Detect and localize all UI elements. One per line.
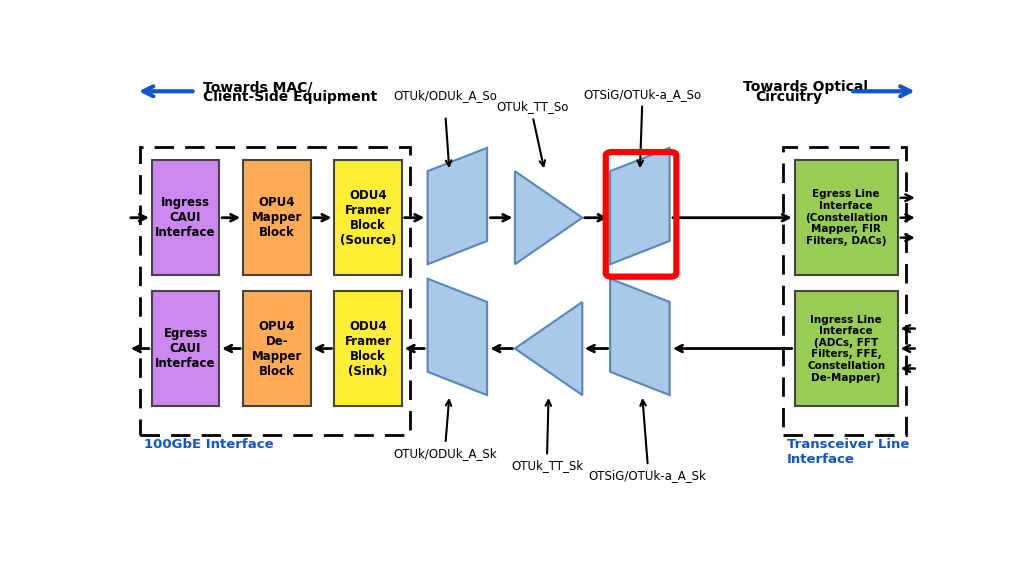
- FancyBboxPatch shape: [795, 160, 898, 275]
- FancyBboxPatch shape: [334, 160, 401, 275]
- Text: OTUk_TT_So: OTUk_TT_So: [497, 100, 569, 113]
- FancyBboxPatch shape: [795, 291, 898, 406]
- FancyBboxPatch shape: [243, 160, 310, 275]
- Text: OTUk_TT_Sk: OTUk_TT_Sk: [511, 460, 583, 472]
- FancyBboxPatch shape: [334, 291, 401, 406]
- Text: ODU4
Framer
Block
(Source): ODU4 Framer Block (Source): [340, 189, 396, 247]
- Text: OPU4
De-
Mapper
Block: OPU4 De- Mapper Block: [252, 320, 302, 377]
- Text: 100GbE Interface: 100GbE Interface: [143, 438, 273, 451]
- Polygon shape: [515, 171, 583, 264]
- Text: OPU4
Mapper
Block: OPU4 Mapper Block: [252, 196, 302, 239]
- Polygon shape: [610, 279, 670, 395]
- FancyBboxPatch shape: [152, 160, 219, 275]
- Text: OTSiG/OTUk-a_A_So: OTSiG/OTUk-a_A_So: [584, 88, 701, 101]
- Text: Egress
CAUI
Interface: Egress CAUI Interface: [156, 327, 216, 370]
- Text: Ingress
CAUI
Interface: Ingress CAUI Interface: [156, 196, 216, 239]
- Text: Transceiver Line
Interface: Transceiver Line Interface: [786, 438, 909, 466]
- Text: Towards Optical: Towards Optical: [743, 80, 868, 94]
- Text: OTUk/ODUk_A_So: OTUk/ODUk_A_So: [393, 89, 498, 103]
- Text: Towards MAC/: Towards MAC/: [204, 80, 313, 94]
- Polygon shape: [610, 148, 670, 264]
- Text: OTUk/ODUk_A_Sk: OTUk/ODUk_A_Sk: [393, 447, 498, 460]
- Polygon shape: [515, 302, 583, 395]
- Text: Client-Side Equipment: Client-Side Equipment: [204, 90, 378, 104]
- Polygon shape: [428, 279, 487, 395]
- Text: Ingress Line
Interface
(ADCs, FFT
Filters, FFE,
Constellation
De-Mapper): Ingress Line Interface (ADCs, FFT Filter…: [807, 314, 886, 382]
- Text: Circuitry: Circuitry: [755, 90, 822, 104]
- Text: Egress Line
Interface
(Constellation
Mapper, FIR
Filters, DACs): Egress Line Interface (Constellation Map…: [805, 190, 888, 246]
- FancyBboxPatch shape: [152, 291, 219, 406]
- FancyBboxPatch shape: [243, 291, 310, 406]
- Text: ODU4
Framer
Block
(Sink): ODU4 Framer Block (Sink): [344, 320, 391, 377]
- Polygon shape: [428, 148, 487, 264]
- Text: OTSiG/OTUk-a_A_Sk: OTSiG/OTUk-a_A_Sk: [589, 469, 707, 482]
